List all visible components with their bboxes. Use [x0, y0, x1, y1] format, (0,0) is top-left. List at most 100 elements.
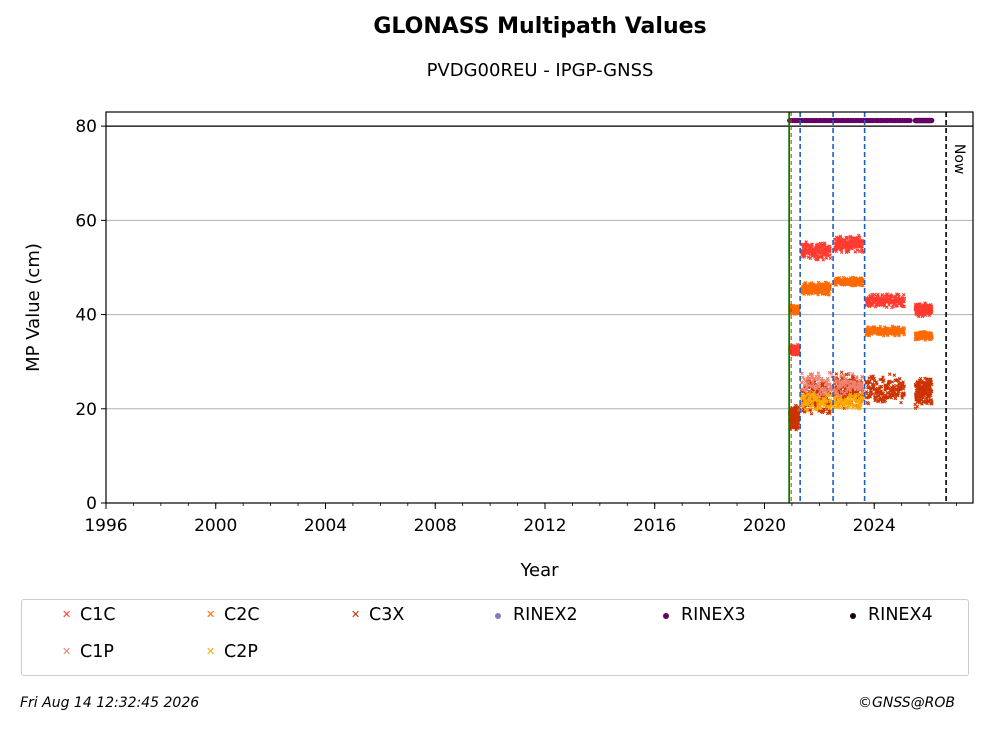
data-point [882, 378, 886, 383]
data-point [881, 375, 885, 379]
data-point [872, 383, 876, 387]
legend-item-c3x: ✕ C3X [351, 605, 405, 625]
data-point [802, 377, 806, 381]
data-point [851, 406, 855, 410]
data-point [837, 405, 841, 410]
data-point [847, 371, 851, 376]
data-point [821, 258, 826, 262]
data-point [810, 380, 815, 384]
data-point [866, 382, 870, 387]
data-point [893, 391, 897, 395]
data-point [805, 392, 810, 397]
data-point [839, 373, 843, 378]
data-point [803, 407, 808, 412]
data-point [846, 249, 851, 254]
data-point [810, 403, 815, 408]
data-point [828, 283, 833, 287]
data-point [834, 235, 839, 240]
data-point [828, 399, 833, 403]
y-tick-label: 40 [75, 306, 97, 326]
data-point [899, 400, 903, 405]
data-point [859, 401, 863, 405]
data-point [902, 392, 906, 396]
data-point [929, 117, 935, 124]
data-point [814, 395, 819, 400]
legend-item-rinex2: RINEX2 [495, 605, 578, 625]
data-point [857, 235, 862, 240]
data-point [885, 292, 890, 296]
series-c2c [787, 275, 934, 342]
data-point [808, 381, 813, 385]
data-point [870, 292, 874, 297]
legend-label: C3X [369, 605, 405, 625]
data-point [857, 392, 861, 397]
series-c1c [787, 233, 934, 357]
x-tick-label: 2004 [304, 516, 347, 536]
data-point [824, 256, 829, 260]
data-point [928, 393, 933, 398]
legend-item-c2c: ✕ C2C [206, 605, 260, 625]
data-point [901, 304, 906, 309]
data-point [826, 378, 830, 383]
data-point [796, 404, 801, 409]
data-point [828, 246, 832, 251]
data-point [930, 400, 934, 404]
legend-label: C1C [80, 605, 116, 625]
data-point [823, 403, 827, 407]
data-point [887, 303, 891, 307]
data-point [872, 292, 877, 297]
data-point [887, 380, 892, 385]
data-point [930, 335, 934, 340]
data-point [860, 244, 864, 249]
data-point [822, 241, 827, 245]
data-point [825, 399, 829, 404]
data-point [805, 408, 810, 413]
x-axis-label: Year [519, 560, 559, 581]
data-point [881, 391, 886, 396]
data-point [869, 390, 874, 394]
data-point [902, 332, 907, 337]
plot-frame [105, 111, 974, 504]
data-point [871, 374, 876, 378]
legend-item-c1c: ✕ C1C [62, 605, 116, 625]
data-point [907, 117, 913, 124]
data-point [855, 248, 860, 253]
data-point [816, 381, 821, 385]
data-point [835, 394, 839, 399]
data-point [858, 249, 862, 254]
x-tick-label: 2020 [743, 516, 786, 536]
data-point [817, 374, 821, 379]
now-label: Now [951, 144, 967, 175]
legend-label: RINEX2 [513, 605, 578, 625]
data-point [827, 370, 832, 375]
data-point [875, 382, 879, 386]
x-tick-label: 2012 [523, 516, 566, 536]
y-axis-label: MP Value (cm) [23, 243, 44, 372]
data-point [839, 395, 843, 400]
multipath-plot: Now 0 20 40 60 80 1996 2000 2004 2008 2012 2016 2020… [23, 111, 974, 581]
data-point [808, 256, 813, 261]
data-point [866, 325, 870, 329]
data-point [839, 250, 844, 254]
data-point [848, 388, 853, 393]
data-point [806, 255, 811, 260]
data-point [929, 304, 934, 309]
data-point [902, 304, 907, 309]
data-point [867, 304, 872, 309]
x-marker-icon: ✕ [206, 645, 216, 658]
data-point [901, 380, 905, 384]
data-point [803, 280, 808, 285]
data-point [806, 380, 811, 385]
x-marker-icon: ✕ [62, 608, 72, 621]
data-point [803, 393, 808, 398]
x-tick-label: 2000 [194, 516, 237, 536]
x-marker-icon: ✕ [62, 645, 72, 658]
data-point [834, 249, 839, 254]
data-point [839, 390, 844, 394]
data-point [816, 371, 821, 376]
y-tick-label: 80 [75, 117, 97, 137]
data-point [833, 395, 837, 400]
data-point [817, 394, 822, 399]
data-point [861, 396, 865, 400]
data-point [868, 394, 873, 399]
